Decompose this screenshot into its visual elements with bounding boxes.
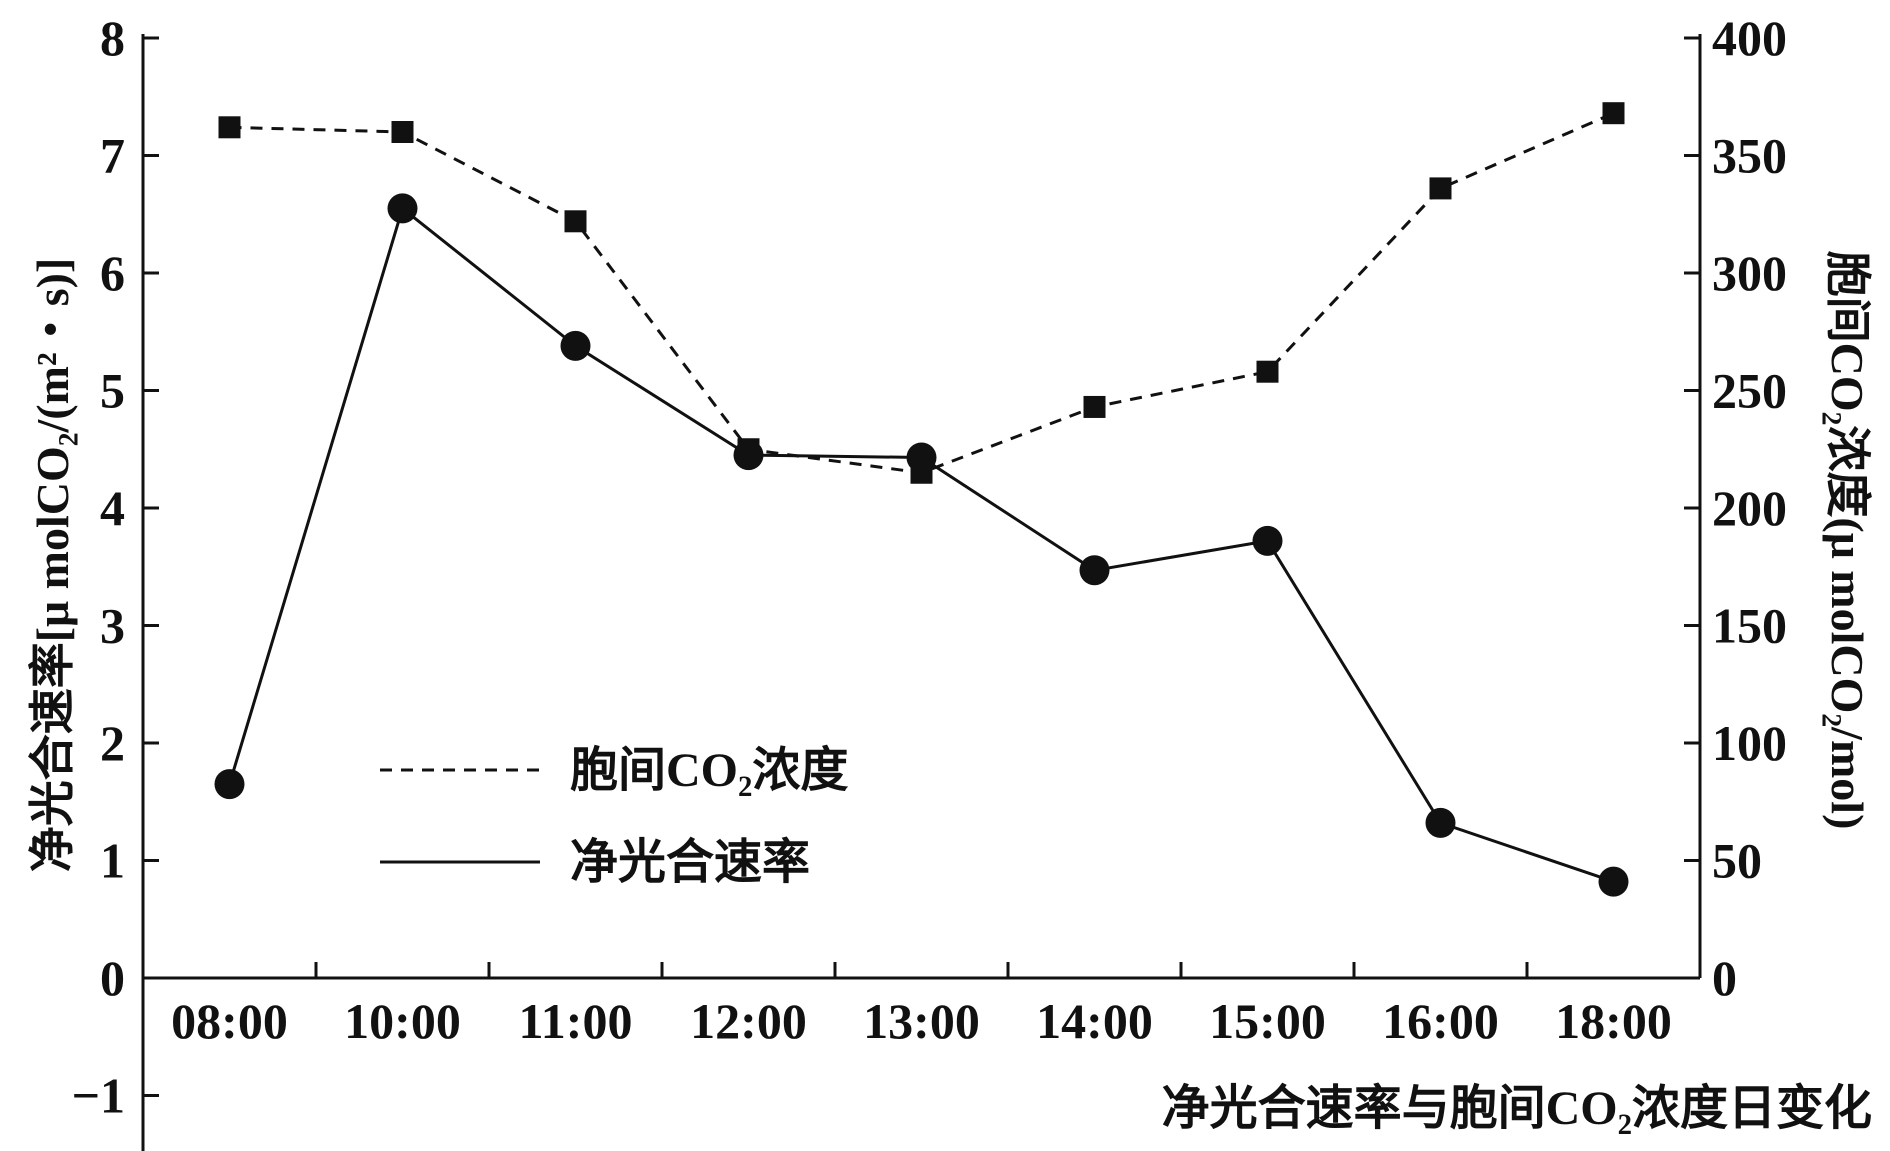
series-line-0 [229, 111, 1615, 475]
legend-label-ci-co2: 胞间CO₂浓度 [570, 744, 848, 797]
left-y-tick-label: 1 [100, 833, 125, 889]
series-1-point [1079, 555, 1110, 586]
left-y-tick-label: −1 [72, 1068, 126, 1124]
left-axis-title: 净光合速率[μ molCO₂/(m²・s)] [27, 258, 78, 873]
series-0-point [218, 116, 241, 139]
x-tick-label: 15:00 [1209, 993, 1326, 1049]
x-tick-label: 13:00 [863, 993, 980, 1049]
right-y-tick-label: 200 [1712, 480, 1787, 536]
series-1-point [1598, 866, 1629, 897]
series-0-point [391, 121, 414, 143]
right-axis-title: 胞间CO₂浓度(μ molCO₂/mol) [1822, 251, 1873, 830]
series-1-point [1252, 525, 1283, 556]
x-tick-label: 18:00 [1555, 993, 1672, 1049]
left-y-tick-label: 3 [100, 598, 125, 654]
axes: −1 0 1 2 3 4 5 6 7 8 0 50 100 150 200 250 300 350 400 08:00… [72, 10, 1787, 1151]
legend-label-pn: 净光合速率 [570, 836, 810, 889]
left-y-tick-label: 4 [100, 480, 125, 536]
series-1-point [214, 769, 245, 800]
right-y-tick-label: 100 [1712, 715, 1787, 771]
legend: 胞间CO₂浓度 净光合速率 [380, 744, 848, 889]
right-y-tick-label: 0 [1712, 950, 1737, 1006]
x-tick-label: 16:00 [1382, 993, 1499, 1049]
series-0-point [1256, 360, 1279, 383]
left-y-tick-label: 7 [100, 128, 125, 184]
right-y-tick-label: 250 [1712, 363, 1787, 419]
chart-title: 净光合速率与胞间CO₂浓度日变化 [1162, 1082, 1872, 1135]
right-y-tick-label: 150 [1712, 598, 1787, 654]
right-y-tick-label: 350 [1712, 128, 1787, 184]
series-1-point [733, 440, 764, 471]
right-y-tick-label: 300 [1712, 245, 1787, 301]
right-y-tick-label: 50 [1712, 833, 1762, 889]
x-tick-label: 12:00 [690, 993, 807, 1049]
series-1-point [387, 193, 418, 224]
left-y-tick-label: 5 [100, 363, 125, 419]
series-1-point [560, 330, 591, 361]
x-tick-label: 14:00 [1036, 993, 1153, 1049]
series-0-point [1429, 177, 1452, 200]
series-1-point [1425, 807, 1456, 838]
left-y-tick-label: 8 [100, 10, 125, 66]
x-tick-label: 08:00 [171, 993, 288, 1049]
series-0-point [564, 210, 587, 233]
series-layer [214, 102, 1629, 897]
series-0-point [1602, 102, 1625, 125]
series-0-point [1083, 395, 1106, 418]
right-y-tick-label: 400 [1712, 10, 1787, 66]
x-tick-label: 11:00 [519, 993, 633, 1049]
series-1-point [906, 442, 937, 473]
series-line-1 [228, 205, 1614, 884]
left-y-tick-label: 6 [100, 245, 125, 301]
left-y-tick-label: 2 [100, 715, 125, 771]
x-tick-label: 10:00 [344, 993, 461, 1049]
left-y-tick-label: 0 [100, 950, 125, 1006]
